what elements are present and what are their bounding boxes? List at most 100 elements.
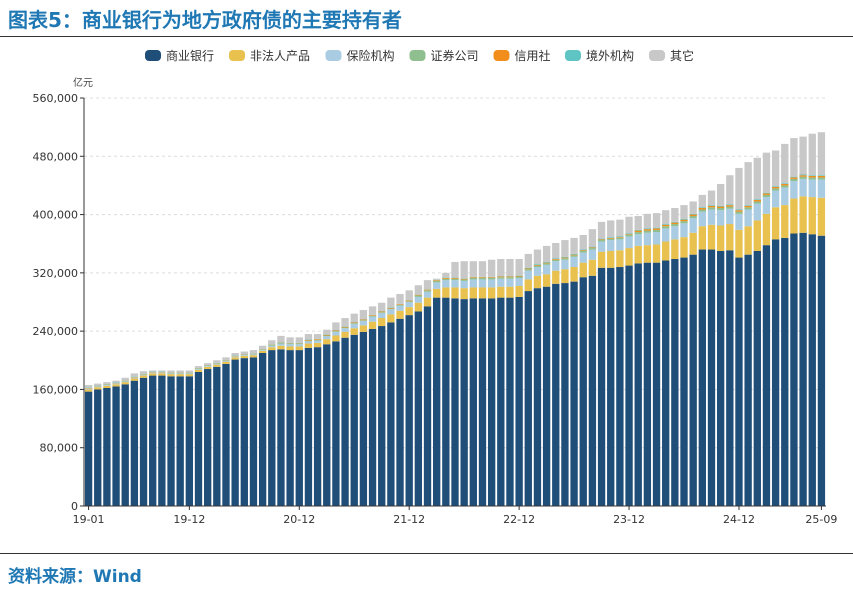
bar-segment — [497, 277, 505, 279]
bar-segment — [258, 350, 267, 353]
bar-segment — [423, 289, 432, 291]
bar-segment — [323, 339, 331, 345]
bar-segment — [781, 187, 789, 206]
bar-segment — [304, 340, 313, 342]
y-tick-label: 320,000 — [33, 267, 79, 280]
legend-item[interactable]: 商业银行 — [145, 48, 214, 63]
bar-stack — [176, 370, 184, 506]
bar-segment — [84, 389, 93, 392]
bar-segment — [469, 287, 477, 299]
bar-segment — [781, 143, 789, 184]
bar-segment — [643, 232, 652, 246]
bar-segment — [414, 294, 423, 296]
bar-segment — [268, 340, 276, 345]
bar-segment — [588, 249, 597, 260]
bar-segment — [405, 307, 413, 316]
bar-segment — [790, 177, 798, 179]
bar-segment — [625, 265, 633, 506]
bar-segment — [817, 175, 826, 178]
bar-segment — [689, 214, 697, 217]
bar-segment — [781, 205, 789, 238]
bar-segment — [597, 238, 606, 240]
bar-segment — [533, 275, 542, 289]
bar-segment — [533, 288, 542, 506]
bar-segment — [286, 350, 294, 506]
bar-segment — [231, 357, 239, 360]
bar-segment — [533, 265, 542, 268]
bar-stack — [487, 259, 496, 506]
bar-segment — [515, 296, 523, 506]
bar-segment — [771, 186, 780, 187]
bar-segment — [368, 321, 377, 329]
bar-segment — [533, 264, 542, 266]
bar-stack — [597, 221, 606, 506]
bar-segment — [487, 287, 496, 299]
bar-stack — [350, 313, 358, 506]
bar-stack — [130, 373, 139, 506]
bar-segment — [689, 254, 697, 506]
bar-segment — [478, 277, 487, 280]
bar-segment — [268, 350, 276, 506]
legend-item[interactable]: 保险机构 — [325, 48, 395, 63]
bar-segment — [240, 355, 248, 356]
bar-segment — [735, 211, 743, 214]
source-note: 资料来源：Wind — [8, 567, 142, 587]
bar-segment — [707, 224, 716, 250]
legend-item[interactable]: 其它 — [649, 48, 694, 63]
bar-stack — [396, 293, 404, 506]
legend-item[interactable]: 境外机构 — [565, 48, 634, 63]
bar-segment — [350, 328, 358, 335]
bar-segment — [790, 198, 798, 234]
bar-stack — [433, 278, 441, 506]
bar-segment — [808, 234, 816, 507]
legend-item[interactable]: 信用社 — [493, 48, 551, 63]
bar-segment — [689, 216, 697, 219]
bar-segment — [341, 328, 349, 332]
bar-segment — [625, 236, 633, 249]
bar-segment — [84, 388, 93, 390]
bar-segment — [542, 286, 551, 506]
bar-segment — [478, 279, 487, 288]
bar-segment — [231, 356, 239, 358]
bar-segment — [204, 363, 212, 366]
legend-item[interactable]: 证券公司 — [409, 48, 479, 63]
bar-segment — [506, 277, 514, 279]
bar-segment — [295, 337, 303, 343]
bar-segment — [332, 331, 340, 332]
bar-segment — [662, 224, 670, 225]
bar-segment — [158, 373, 166, 376]
bar-segment — [451, 277, 459, 279]
bar-segment — [542, 264, 551, 275]
bar-segment — [771, 207, 780, 240]
bar-segment — [487, 298, 496, 506]
bar-segment — [378, 302, 386, 312]
bar-segment — [561, 258, 569, 260]
bar-segment — [616, 237, 624, 238]
bar-segment — [607, 267, 615, 506]
x-tick-label: 22-12 — [503, 513, 535, 526]
bar-segment — [414, 295, 423, 297]
bar-stack — [524, 253, 532, 506]
bar-segment — [460, 280, 468, 289]
bar-segment — [387, 307, 395, 309]
legend-item[interactable]: 非法人产品 — [229, 49, 310, 63]
bar-segment — [616, 239, 624, 251]
bar-segment — [533, 249, 542, 265]
bar-segment — [533, 264, 542, 265]
bar-segment — [579, 250, 587, 251]
bar-segment — [652, 232, 661, 245]
bar-segment — [607, 220, 615, 238]
bar-segment — [753, 251, 761, 506]
bar-segment — [249, 350, 258, 354]
bar-segment — [94, 387, 102, 390]
legend-label: 保险机构 — [347, 48, 395, 63]
bar-segment — [332, 330, 340, 332]
bar-stack — [387, 297, 395, 506]
bar-segment — [506, 286, 514, 298]
bar-stack — [726, 175, 734, 506]
bar-segment — [634, 229, 642, 231]
bar-segment — [689, 213, 697, 215]
bar-segment — [451, 280, 459, 288]
bar-segment — [368, 315, 377, 316]
bar-segment — [542, 263, 551, 265]
